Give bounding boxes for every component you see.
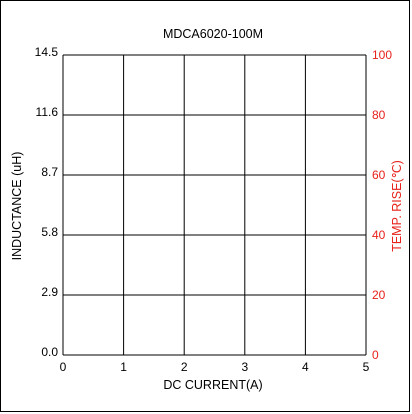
x-axis-label: DC CURRENT(A) <box>163 378 262 392</box>
y-right-tick-label: 80 <box>372 108 386 122</box>
x-tick-label: 4 <box>302 360 309 374</box>
x-tick-label: 1 <box>120 360 127 374</box>
y-right-tick-label: 60 <box>372 168 386 182</box>
y-left-tick-label: 14.5 <box>35 45 59 59</box>
y-left-tick-label: 0.0 <box>41 345 58 359</box>
y-left-tick-label: 5.8 <box>41 225 58 239</box>
y-left-tick-label: 2.9 <box>41 285 58 299</box>
y-right-tick-labels: 0 20 40 60 80 100 <box>372 48 392 362</box>
y-right-tick-label: 0 <box>372 348 379 362</box>
y-left-axis-label: INDUCTANCE (uH) <box>10 152 24 261</box>
x-tick-label: 5 <box>363 360 370 374</box>
plot-grid <box>62 54 367 356</box>
x-tick-label: 0 <box>60 360 67 374</box>
y-left-tick-labels: 0.0 2.9 5.8 8.7 11.6 14.5 <box>35 45 59 359</box>
x-tick-label: 3 <box>241 360 248 374</box>
y-right-tick-label: 20 <box>372 288 386 302</box>
y-right-tick-label: 100 <box>372 48 392 62</box>
y-left-tick-label: 11.6 <box>36 105 59 119</box>
y-left-tick-label: 8.7 <box>41 165 58 179</box>
y-right-tick-label: 40 <box>372 228 386 242</box>
y-right-axis-label: TEMP. RISE(℃) <box>390 160 404 252</box>
x-tick-labels: 0 1 2 3 4 5 <box>60 360 370 374</box>
x-tick-label: 2 <box>181 360 188 374</box>
chart-title: MDCA6020-100M <box>163 27 263 41</box>
